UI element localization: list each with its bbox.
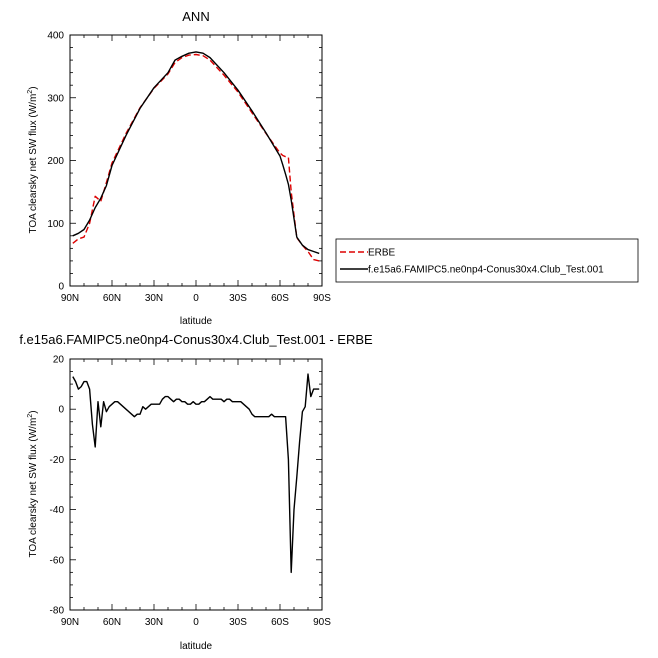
x-tick-label: 90N — [61, 617, 79, 628]
bottom-panel-ylabel: TOA clearsky net SW flux (W/m2) — [27, 410, 39, 557]
y-tick-label: 20 — [53, 355, 65, 366]
top-plot-frame — [69, 34, 323, 287]
x-tick-label: 30N — [145, 293, 163, 304]
top-ticks: 90N 60N 30N 0 30S 60S 90S 0 100 200 300 400 — [47, 31, 331, 305]
top-panel-ylabel: TOA clearsky net SW flux (W/m2) — [27, 86, 39, 233]
x-tick-label: 60S — [271, 293, 289, 304]
y-tick-label: -80 — [50, 606, 65, 617]
bottom-ylabel-main: TOA clearsky net SW flux (W/m — [28, 418, 39, 558]
x-tick-label: 60N — [103, 617, 121, 628]
bottom-panel: f.e15a6.FAMIPC5.ne0np4-Conus30x4.Club_Te… — [19, 332, 373, 652]
bottom-panel-xlabel: latitude — [180, 641, 213, 652]
legend: ERBE f.e15a6.FAMIPC5.ne0np4-Conus30x4.Cl… — [335, 238, 639, 283]
bottom-plot-frame — [69, 358, 323, 611]
series-line-1 — [72, 373, 320, 574]
x-tick-label: 30S — [229, 617, 247, 628]
y-tick-label: -40 — [50, 505, 65, 516]
legend-erbe-label: ERBE — [368, 248, 396, 259]
bottom-ylabel-sup: 2 — [27, 414, 34, 418]
x-tick-label: 30N — [145, 617, 163, 628]
x-tick-label: 0 — [193, 617, 199, 628]
y-tick-label: -20 — [50, 455, 65, 466]
top-ylabel-main: TOA clearsky net SW flux (W/m — [28, 94, 39, 234]
x-tick-label: 90N — [61, 293, 79, 304]
y-tick-label: 300 — [47, 93, 64, 104]
x-tick-label: 30S — [229, 293, 247, 304]
top-panel: ANN TOA clearsky net SW flux (W/m2) lati… — [27, 9, 331, 327]
y-tick-label: -60 — [50, 555, 65, 566]
x-tick-label: 0 — [193, 293, 199, 304]
top-ylabel-sup: 2 — [27, 90, 34, 94]
x-tick-label: 60N — [103, 293, 121, 304]
y-tick-label: 400 — [47, 31, 64, 42]
top-panel-xlabel: latitude — [180, 316, 213, 327]
x-tick-label: 90S — [313, 617, 331, 628]
top-lines — [72, 51, 320, 262]
y-tick-label: 0 — [58, 405, 64, 416]
bottom-ylabel-close: ) — [28, 410, 39, 413]
series-line-1 — [72, 53, 320, 262]
legend-model-label: f.e15a6.FAMIPC5.ne0np4-Conus30x4.Club_Te… — [368, 265, 604, 276]
y-tick-label: 200 — [47, 156, 64, 167]
bottom-panel-title: f.e15a6.FAMIPC5.ne0np4-Conus30x4.Club_Te… — [19, 332, 373, 347]
y-tick-label: 100 — [47, 219, 64, 230]
x-tick-label: 90S — [313, 293, 331, 304]
top-ylabel-close: ) — [28, 86, 39, 89]
top-panel-title: ANN — [182, 9, 209, 24]
y-tick-label: 0 — [58, 282, 64, 293]
legend-box — [335, 238, 639, 283]
x-tick-label: 60S — [271, 617, 289, 628]
series-line-2 — [72, 51, 320, 255]
bottom-lines — [72, 373, 320, 574]
